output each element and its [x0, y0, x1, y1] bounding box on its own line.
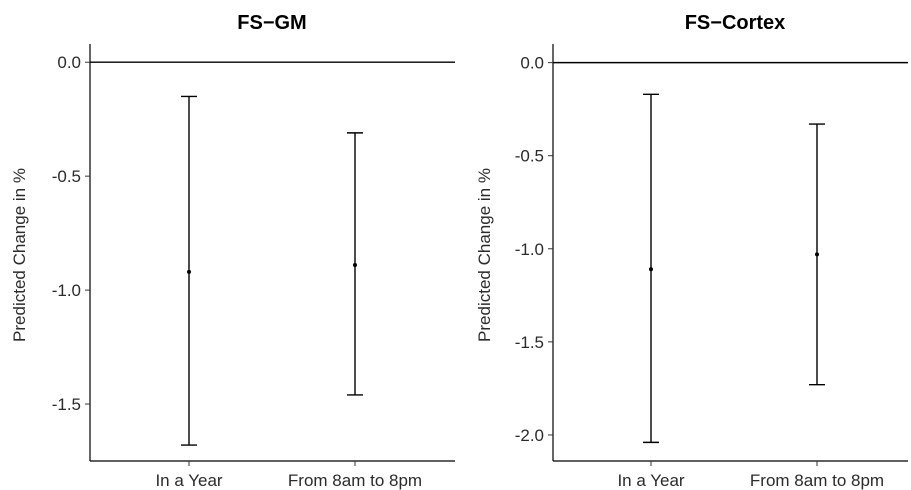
- y-tick-label: -0.5: [52, 167, 81, 186]
- point-estimate: [815, 252, 819, 257]
- y-tick-label: -2.0: [515, 426, 544, 445]
- plot-area: 0.0 -0.5 -1.0 -1.5 -2.0 In a Year From 8am to …: [515, 44, 908, 490]
- x-tick-label: In a Year: [155, 471, 222, 490]
- y-axis-label: Predicted Change in %: [475, 168, 494, 342]
- y-axis-label: Predicted Change in %: [10, 168, 29, 342]
- panel-title: FS−GM: [237, 12, 306, 34]
- y-tick-label: 0.0: [57, 53, 81, 72]
- point-estimate: [353, 263, 357, 268]
- y-tick-label: -1.0: [52, 281, 81, 300]
- panel-title: FS−Cortex: [685, 12, 786, 34]
- y-tick-label: -0.5: [515, 147, 544, 166]
- panel-fs-cortex: FS−Cortex Predicted Change in % 0.0 -0.5 -…: [475, 12, 908, 490]
- plot-area: 0.0 -0.5 -1.0 -1.5 In a Year From 8am to 8pm: [52, 44, 455, 490]
- panel-fs-gm: FS−GM Predicted Change in % 0.0 -0.5 -1.0 -…: [10, 12, 455, 490]
- point-estimate: [187, 269, 191, 274]
- y-tick-label: 0.0: [520, 54, 544, 73]
- y-tick-label: -1.0: [515, 240, 544, 259]
- y-tick-label: -1.5: [52, 395, 81, 414]
- x-tick-label: From 8am to 8pm: [750, 471, 884, 490]
- x-tick-label: In a Year: [617, 471, 684, 490]
- point-estimate: [649, 267, 653, 272]
- y-tick-label: -1.5: [515, 333, 544, 352]
- x-tick-label: From 8am to 8pm: [288, 471, 422, 490]
